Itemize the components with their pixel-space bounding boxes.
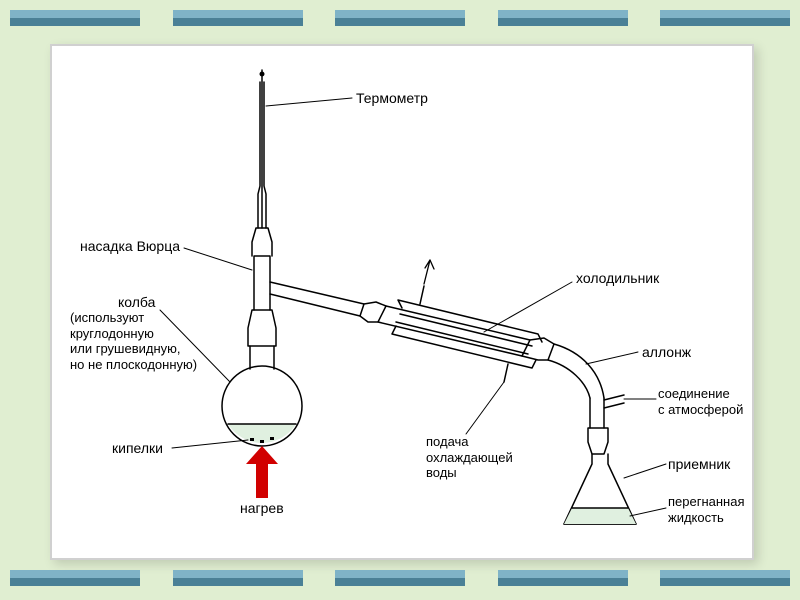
label-boiling-chips: кипелки (112, 440, 163, 457)
decor-bar-seg (498, 570, 628, 586)
label-atmosphere-l2: с атмосферой (658, 402, 743, 417)
decor-bar-seg (335, 570, 465, 586)
label-wurtz-head: насадка Вюрца (80, 238, 180, 255)
decor-bar-bottom (0, 570, 800, 590)
label-atmosphere-l1: соединение (658, 386, 730, 401)
label-coolant-in-l3: воды (426, 465, 457, 480)
label-receiver: приемник (668, 456, 730, 473)
decor-bar-top (0, 10, 800, 30)
label-flask-note-l1: (используют (70, 310, 144, 325)
label-distillate: перегнанная жидкость (668, 494, 745, 525)
label-thermometer: Термометр (356, 90, 428, 107)
label-atmosphere: соединение с атмосферой (658, 386, 743, 417)
decor-bar-seg (660, 10, 790, 26)
label-flask-note-l3: или грушевидную, (70, 341, 181, 356)
label-adapter: аллонж (642, 344, 691, 361)
label-distillate-l2: жидкость (668, 510, 724, 525)
decor-bar-seg (10, 570, 140, 586)
decor-bar-seg (173, 570, 303, 586)
decor-bar-seg (173, 10, 303, 26)
label-flask-note: (используют круглодонную или грушевидную… (70, 310, 197, 372)
decor-bar-seg (10, 10, 140, 26)
decor-bar-seg (335, 10, 465, 26)
label-condenser: холодильник (576, 270, 659, 287)
label-distillate-l1: перегнанная (668, 494, 745, 509)
label-coolant-in-l1: подача (426, 434, 469, 449)
label-coolant-in: подача охлаждающей воды (426, 434, 513, 481)
label-flask-note-l4: но не плоскодонную) (70, 357, 197, 372)
distillation-svg (52, 46, 752, 558)
decor-bar-seg (660, 570, 790, 586)
label-heating: нагрев (240, 500, 284, 517)
diagram-panel: Термометр насадка Вюрца колба (использую… (50, 44, 754, 560)
label-coolant-in-l2: охлаждающей (426, 450, 513, 465)
label-flask-title: колба (118, 294, 155, 311)
decor-bar-seg (498, 10, 628, 26)
label-flask-note-l2: круглодонную (70, 326, 154, 341)
